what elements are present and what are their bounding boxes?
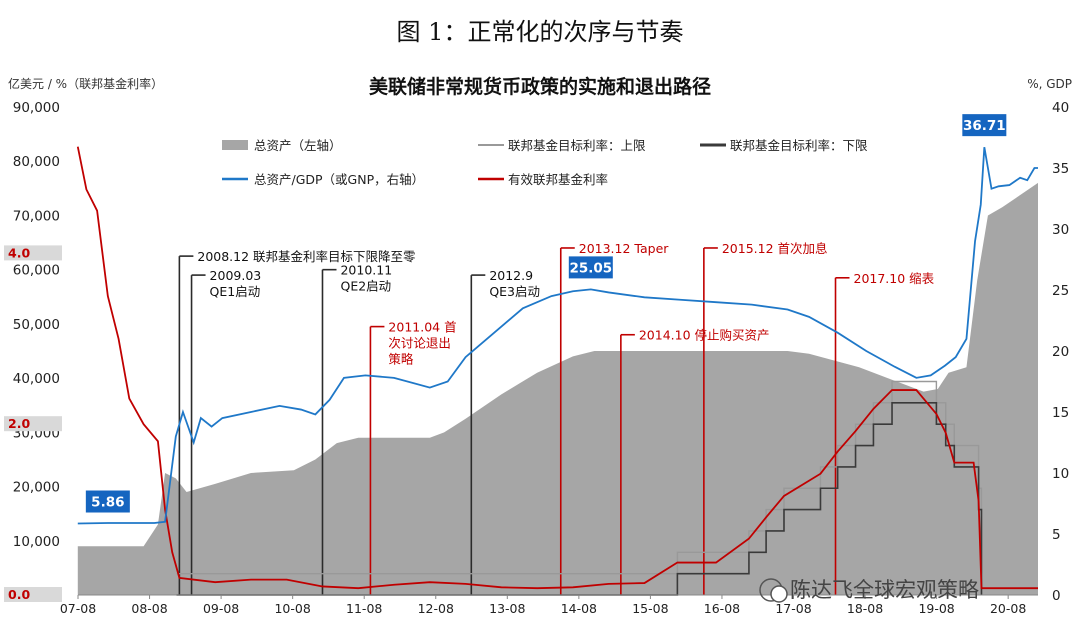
ratio-layer <box>77 146 1038 525</box>
right-axis-label: %, GDP <box>1027 77 1072 91</box>
x-tick-label: 08-08 <box>131 601 167 616</box>
left-tick-label: 60,000 <box>13 263 60 279</box>
event-label-5: 2011.04 首 <box>388 320 456 335</box>
value-badge-3 <box>962 114 1007 137</box>
left-tick-label: 50,000 <box>13 317 60 333</box>
right-tick-label: 25 <box>1052 283 1069 299</box>
legend-label-effective: 有效联邦基金利率 <box>508 172 608 187</box>
event-label-1: 2008.12 联邦基金利率目标下限降至零 <box>197 249 416 264</box>
upper-rate-line <box>176 380 983 575</box>
event-label-5: 策略 <box>388 352 414 367</box>
rate-marker-label: 0.0 <box>8 587 30 602</box>
value-badge-label-3: 36.71 <box>963 118 1006 134</box>
x-tick-label: 17-08 <box>775 601 811 616</box>
legend-label-lower: 联邦基金目标利率：下限 <box>730 138 868 153</box>
right-tick-label: 5 <box>1052 527 1061 543</box>
legend-label-ratio: 总资产/GDP（或GNP，右轴） <box>254 172 424 187</box>
right-tick-label: 20 <box>1052 344 1069 360</box>
legend-label-assets: 总资产（左轴） <box>254 138 342 153</box>
event-label-2: QE1启动 <box>210 284 261 299</box>
rate-marker-label: 4.0 <box>8 245 30 260</box>
chart-text: 美联储非常规货币政策的实施和退出路径 亿美元 / %（联邦基金利率） %, GDP 陈… <box>8 75 1072 603</box>
legend-swatch-assets <box>222 140 248 150</box>
x-tick-label: 15-08 <box>632 601 668 616</box>
x-tick-label: 18-08 <box>847 601 883 616</box>
value-badge-label-2: 25.05 <box>569 260 612 276</box>
effective-rate-layer <box>76 146 1038 590</box>
wechat-icon-inner <box>770 585 788 603</box>
event-label-4: QE3启动 <box>489 284 540 299</box>
value-badge-2 <box>568 256 613 279</box>
left-tick-label: 80,000 <box>13 154 60 170</box>
event-label-2: 2009.03 <box>210 268 262 283</box>
left-tick-label: 40,000 <box>13 371 60 387</box>
right-tick-label: 10 <box>1052 466 1069 482</box>
lower-rate-layer <box>176 402 983 596</box>
event-label-5: 次讨论退出 <box>388 336 451 351</box>
chart-title: 美联储非常规货币政策的实施和退出路径 <box>369 75 711 98</box>
rate-marker-bg <box>4 416 62 432</box>
upper-rate-layer <box>176 380 983 575</box>
event-label-9: 2017.10 缩表 <box>854 271 935 286</box>
event-label-8: 2015.12 首次加息 <box>722 241 828 256</box>
value-badges: 5.86 25.05 36.71 <box>85 114 1007 513</box>
watermark-text: 陈达飞全球宏观策略 <box>790 578 979 602</box>
event-label-6: 2013.12 Taper <box>579 241 670 256</box>
value-badge-label-1: 5.86 <box>91 495 124 511</box>
x-tick-label: 09-08 <box>203 601 239 616</box>
effective-rate-line <box>76 146 1038 590</box>
right-tick-label: 15 <box>1052 405 1069 421</box>
x-tick-label: 20-08 <box>990 601 1026 616</box>
left-tick-label: 70,000 <box>13 208 60 224</box>
event-label-3: QE2启动 <box>340 279 391 294</box>
right-tick-label: 40 <box>1052 100 1069 116</box>
left-tick-label: 20,000 <box>13 480 60 496</box>
assets-layer <box>77 182 1039 595</box>
left-tick-label: 90,000 <box>13 100 60 116</box>
ratio-line <box>77 146 1038 525</box>
x-tick-label: 11-08 <box>346 601 382 616</box>
lower-rate-line <box>176 402 983 596</box>
rate-marker-bg <box>4 245 62 261</box>
left-tick-label: 10,000 <box>13 534 60 550</box>
right-tick-label: 0 <box>1052 588 1061 604</box>
event-label-4: 2012.9 <box>489 268 533 283</box>
x-tick-label: 16-08 <box>704 601 740 616</box>
left-axis-label: 亿美元 / %（联邦基金利率） <box>8 76 163 91</box>
assets-area <box>77 182 1039 595</box>
rate-marker-bg <box>4 587 62 602</box>
event-label-3: 2010.11 <box>340 263 392 278</box>
right-tick-label: 30 <box>1052 222 1069 238</box>
x-tick-label: 12-08 <box>418 601 454 616</box>
rate-marker-label: 2.0 <box>8 416 30 431</box>
x-tick-label: 10-08 <box>274 601 310 616</box>
value-badge-1 <box>85 490 130 513</box>
x-tick-label: 19-08 <box>918 601 954 616</box>
legend: 总资产（左轴） 联邦基金目标利率：上限 联邦基金目标利率：下限总资产/GDP（或GN… <box>222 138 868 187</box>
figure-caption: 图 1：正常化的次序与节奏 <box>396 18 684 46</box>
x-tick-label: 14-08 <box>561 601 597 616</box>
x-tick-label: 13-08 <box>489 601 525 616</box>
x-tick-label: 07-08 <box>60 601 96 616</box>
legend-label-upper: 联邦基金目标利率：上限 <box>508 138 646 153</box>
axes: 010,00020,00030,00040,00050,00060,00070,… <box>4 100 1069 616</box>
right-tick-label: 35 <box>1052 161 1069 177</box>
